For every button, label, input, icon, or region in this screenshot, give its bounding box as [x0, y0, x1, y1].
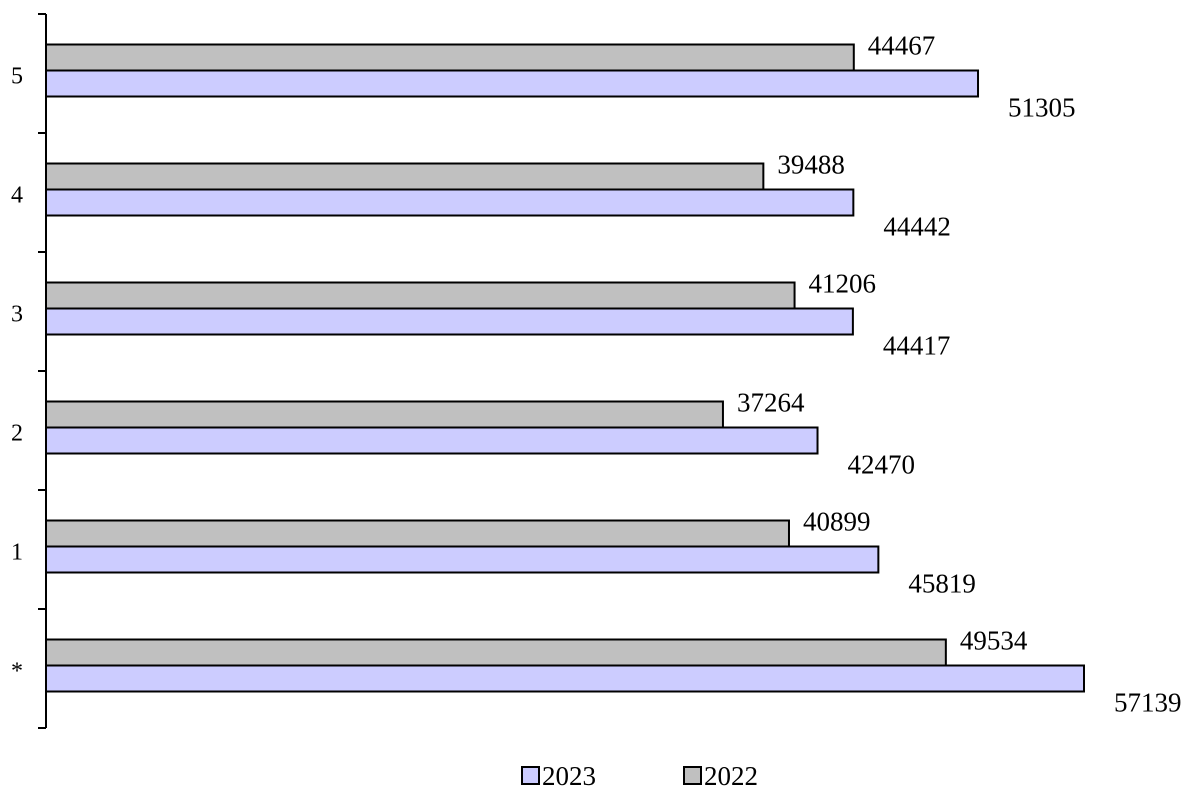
bar-2023-1	[45, 545, 880, 574]
y-tick-label-5: 5	[11, 64, 23, 90]
y-tick-label-1: 1	[11, 540, 23, 566]
legend-label-2023: 2023	[542, 761, 596, 789]
data-label-2022-5: 44467	[868, 31, 936, 61]
bar-2022-2	[45, 400, 724, 429]
data-label-2022-3: 41206	[809, 269, 877, 299]
data-label-2023-2: 42470	[848, 450, 916, 480]
y-tick-label-3: 3	[11, 302, 23, 328]
data-label-2023-1: 45819	[908, 569, 976, 599]
data-label-2022-1: 40899	[803, 507, 871, 537]
bar-2023-3	[45, 307, 854, 336]
data-label-2022-4: 39488	[777, 150, 845, 180]
y-tick-label-2: 2	[11, 421, 23, 447]
legend-swatch-2023	[521, 766, 540, 785]
bar-2022-4	[45, 162, 765, 191]
legend-label-2022: 2022	[704, 761, 758, 789]
legend: 2023 2022	[521, 761, 758, 789]
bar-2022-5	[45, 43, 855, 72]
y-tick-label-4: 4	[11, 183, 23, 209]
bar-2023-4	[45, 188, 855, 217]
bar-2023-5	[45, 69, 980, 98]
bar-2022-1	[45, 519, 790, 548]
data-label-2023-5: 51305	[1008, 93, 1076, 123]
bar-2023-2	[45, 426, 819, 455]
y-tick-label-star: *	[11, 659, 23, 685]
data-label-2023-star: 57139	[1114, 688, 1182, 718]
data-label-2023-4: 44442	[883, 212, 951, 242]
bar-2022-star	[45, 638, 947, 667]
data-label-2023-3: 44417	[883, 331, 951, 361]
bar-2022-3	[45, 281, 796, 310]
legend-swatch-2022	[683, 766, 702, 785]
data-label-2022-star: 49534	[960, 626, 1028, 656]
data-label-2022-2: 37264	[737, 388, 805, 418]
bar-2023-star	[45, 664, 1085, 693]
